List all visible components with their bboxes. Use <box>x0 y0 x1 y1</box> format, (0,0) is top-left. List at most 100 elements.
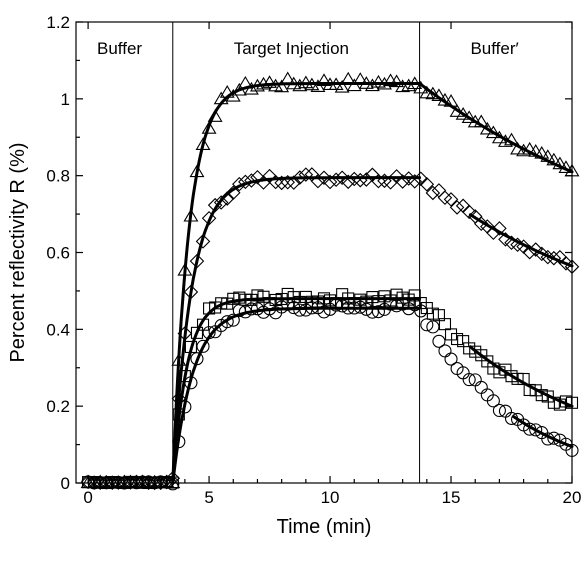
diamond-marker <box>213 195 229 210</box>
circle-marker <box>329 298 343 312</box>
diamond-marker <box>141 475 156 490</box>
diamond-marker <box>238 174 253 190</box>
triangle-marker <box>274 79 290 93</box>
diamond-marker <box>425 185 441 201</box>
diamond-marker <box>389 169 404 184</box>
diamond-marker <box>455 198 471 214</box>
y-tick-label: 0.4 <box>46 320 70 339</box>
circle-marker <box>492 403 506 418</box>
diamond-marker <box>274 175 289 191</box>
x-tick-label: 5 <box>204 488 213 507</box>
diamond-marker <box>334 170 350 186</box>
plot-content <box>80 71 580 491</box>
circle-marker <box>474 380 488 394</box>
triangle-marker <box>262 75 278 88</box>
diamond-marker <box>92 475 108 490</box>
circle-marker <box>317 305 331 319</box>
y-tick-label: 1.2 <box>46 13 70 32</box>
triangle-marker <box>334 79 350 93</box>
circle-marker <box>365 305 379 319</box>
diamond-marker <box>407 174 423 189</box>
triangle-marker <box>201 121 217 134</box>
diamond-marker <box>492 221 507 236</box>
diamond-marker <box>250 169 265 185</box>
fit-line-dissociation <box>468 213 574 268</box>
diamond-marker <box>340 174 356 190</box>
circle-marker <box>220 315 234 329</box>
x-tick-label: 15 <box>442 488 461 507</box>
circle-marker <box>420 318 434 332</box>
fit-line <box>171 176 422 485</box>
triangle-marker <box>522 141 538 155</box>
y-axis-title: Percent reflectivity R (%) <box>7 142 29 362</box>
triangle-marker <box>280 71 296 85</box>
diamond-marker <box>123 475 138 490</box>
diamond-marker <box>395 174 410 189</box>
series-circle <box>81 297 579 491</box>
diamond-marker <box>244 173 259 188</box>
diamond-marker <box>461 204 477 220</box>
region-label: Buffer <box>97 39 142 58</box>
triangle-marker <box>395 79 411 93</box>
triangle-marker <box>364 78 380 92</box>
region-label: Target Injection <box>234 39 349 58</box>
circle-marker <box>281 297 295 311</box>
series-square <box>82 287 579 490</box>
diamond-marker <box>105 475 120 491</box>
circle-marker <box>444 352 458 366</box>
circle-marker <box>438 344 452 358</box>
circle-marker <box>390 299 404 313</box>
diamond-marker <box>195 234 211 249</box>
triangle-marker <box>316 73 332 86</box>
circle-marker <box>486 394 500 408</box>
diamond-marker <box>225 185 241 201</box>
circle-marker <box>426 320 440 334</box>
diamond-marker <box>383 175 398 190</box>
fit-line <box>171 306 422 485</box>
triangle-marker <box>370 74 386 88</box>
diamond-marker <box>449 200 465 215</box>
diamond-marker <box>111 475 126 490</box>
diamond-marker <box>322 174 338 190</box>
triangle-marker <box>401 78 417 92</box>
diamond-marker <box>292 170 308 185</box>
series-diamond <box>80 167 580 491</box>
triangle-marker <box>552 156 568 170</box>
diamond-marker <box>437 190 453 206</box>
circle-marker <box>196 339 210 353</box>
series-triangle <box>80 71 580 489</box>
axes: 0 5 10 15 20 0 0.2 0.4 0.6 0.8 1 1.2 Buffer Target In… <box>46 13 581 507</box>
diamond-marker <box>328 172 344 188</box>
diamond-marker <box>419 177 435 192</box>
fit-line-dissociation <box>418 82 574 174</box>
circle-marker <box>414 304 428 318</box>
circle-marker <box>547 431 561 445</box>
triangle-marker <box>346 78 362 92</box>
y-tick-label: 0 <box>61 474 70 493</box>
circle-marker <box>371 305 385 319</box>
diamond-marker <box>443 192 459 207</box>
x-tick-label: 10 <box>321 488 340 507</box>
x-tick-label: 0 <box>83 488 92 507</box>
y-tick-label: 0.6 <box>46 244 70 263</box>
triangle-marker <box>292 78 308 92</box>
fit-line-dissociation <box>512 415 574 448</box>
y-tick-label: 0.8 <box>46 167 70 186</box>
diamond-marker <box>147 475 162 491</box>
diamond-marker <box>298 167 314 182</box>
diamond-marker <box>286 175 302 190</box>
circle-marker <box>432 334 446 348</box>
diamond-marker <box>153 475 168 491</box>
fit-line <box>171 297 422 485</box>
x-tick-label: 20 <box>563 488 582 507</box>
diamond-marker <box>431 183 447 198</box>
circle-marker <box>244 302 258 316</box>
diamond-marker <box>232 176 247 192</box>
diamond-marker <box>280 174 295 190</box>
labels: Time (min) Percent reflectivity R (%) <box>7 142 371 538</box>
fit-line-dissociation <box>468 345 574 408</box>
triangle-marker <box>389 74 405 88</box>
x-axis-title: Time (min) <box>277 516 372 538</box>
fit-line <box>171 82 422 485</box>
